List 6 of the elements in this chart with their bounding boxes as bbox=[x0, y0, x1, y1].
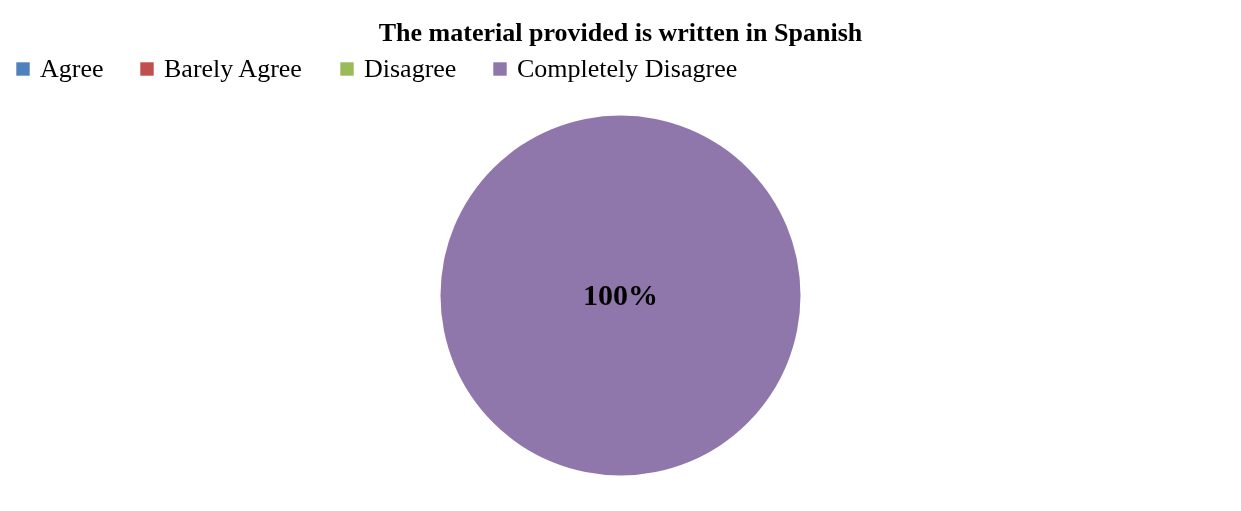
chart-title: The material provided is written in Spanish bbox=[378, 18, 863, 47]
legend-label: Disagree bbox=[364, 54, 457, 83]
legend-label: Agree bbox=[40, 54, 104, 83]
legend-label: Barely Agree bbox=[164, 54, 302, 83]
legend-label: Completely Disagree bbox=[517, 54, 738, 83]
data-label: 100% bbox=[583, 277, 658, 311]
